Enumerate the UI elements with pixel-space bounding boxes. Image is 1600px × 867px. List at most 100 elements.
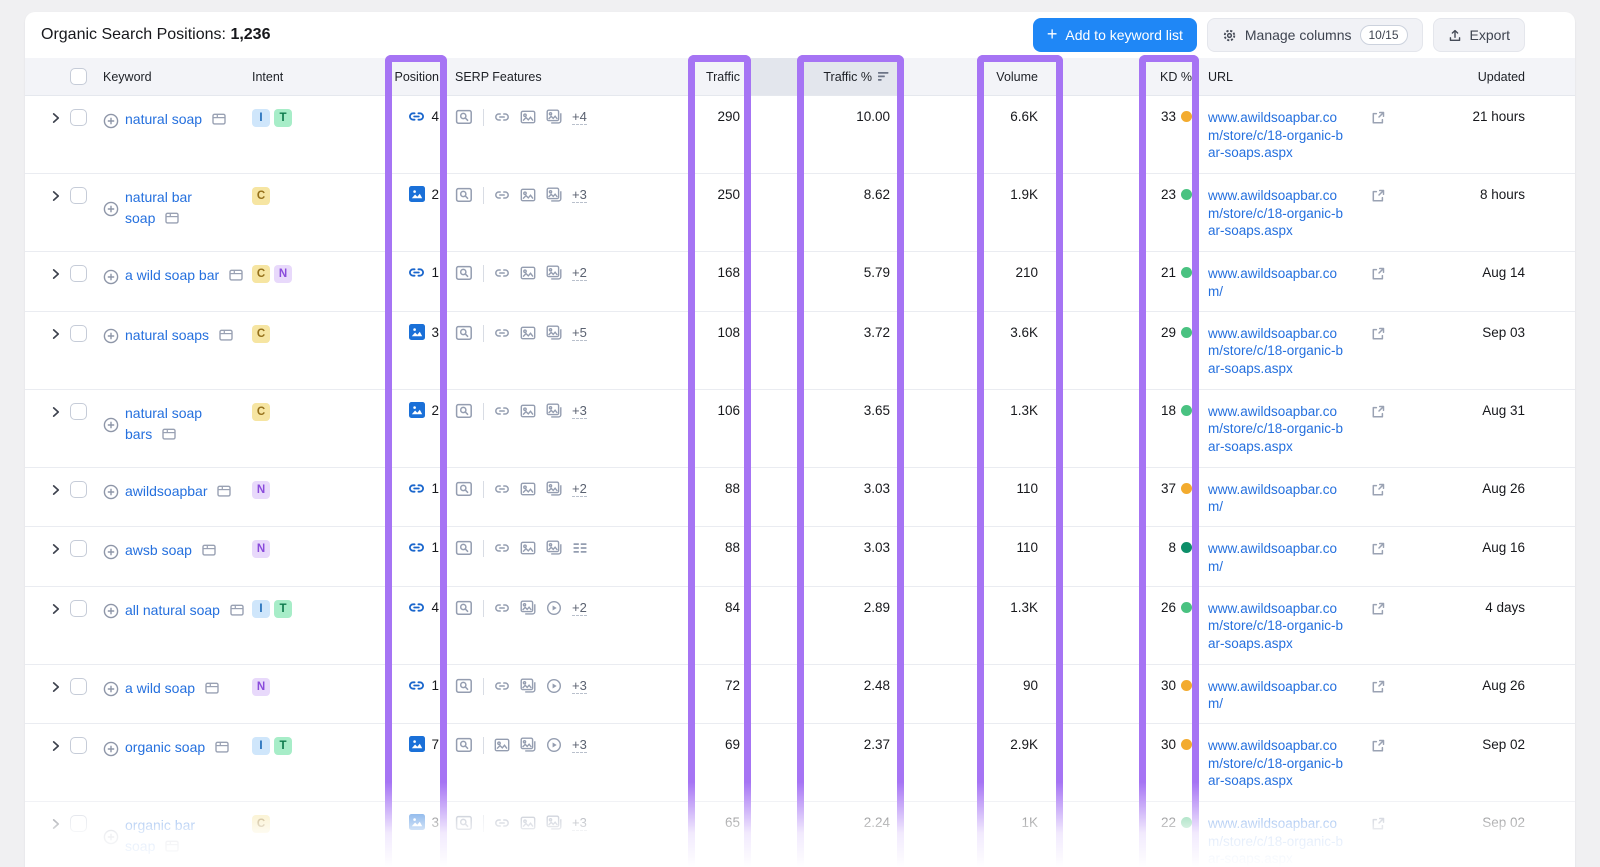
add-keyword-icon[interactable] <box>103 817 119 857</box>
header-keyword[interactable]: Keyword <box>103 69 152 84</box>
row-checkbox[interactable] <box>70 265 87 282</box>
serp-preview-icon[interactable] <box>455 678 473 694</box>
row-expand-chevron-icon[interactable] <box>50 543 61 555</box>
url-link[interactable]: www.awildsoapbar.co m/store/c/18-organic-… <box>1208 188 1344 238</box>
external-link-icon[interactable] <box>1371 327 1385 341</box>
header-serp-features[interactable]: SERP Features <box>455 69 542 84</box>
url-link[interactable]: www.awildsoapbar.co m/ <box>1208 266 1338 299</box>
keyword-line[interactable]: organic bar <box>125 817 196 833</box>
keyword-link[interactable]: natural soap bars <box>125 403 202 445</box>
row-expand-chevron-icon[interactable] <box>50 603 61 615</box>
row-checkbox[interactable] <box>70 109 87 126</box>
keyword-line[interactable]: natural soap <box>125 109 226 130</box>
row-expand-chevron-icon[interactable] <box>50 681 61 693</box>
url-link[interactable]: www.awildsoapbar.co m/ <box>1208 678 1338 712</box>
serp-preview-button[interactable] <box>455 109 473 130</box>
external-link-icon[interactable] <box>1371 111 1385 125</box>
keyword-line[interactable]: natural soaps <box>125 325 233 346</box>
row-expand-chevron-icon[interactable] <box>50 818 61 830</box>
manage-columns-button[interactable]: Manage columns 10/15 <box>1206 18 1423 52</box>
serp-preview-button[interactable] <box>455 815 473 836</box>
keyword-line[interactable]: a wild soap bar <box>125 265 243 286</box>
serp-preview-icon[interactable] <box>455 325 473 341</box>
keyword-line[interactable]: soap <box>125 836 195 857</box>
serp-more-features[interactable]: +2 <box>572 480 587 497</box>
row-expand-chevron-icon[interactable] <box>50 190 61 202</box>
row-checkbox[interactable] <box>70 187 87 204</box>
serp-more-features[interactable]: +3 <box>572 402 587 419</box>
serp-more-features[interactable]: +3 <box>572 815 587 831</box>
serp-preview-icon[interactable] <box>455 187 473 203</box>
external-link-icon[interactable] <box>1371 602 1385 616</box>
add-keyword-icon[interactable] <box>103 680 119 699</box>
serp-preview-button[interactable] <box>455 540 473 561</box>
add-keyword-icon[interactable] <box>103 111 119 130</box>
url-link[interactable]: www.awildsoapbar.co m/store/c/18-organic-… <box>1208 110 1344 160</box>
keyword-line[interactable]: awsb soap <box>125 540 216 561</box>
serp-preview-button[interactable] <box>455 265 473 286</box>
header-position[interactable]: Position <box>394 69 439 84</box>
url-link[interactable]: www.awildsoapbar.co m/store/c/18-organic-… <box>1208 738 1344 788</box>
header-updated[interactable]: Updated <box>1477 69 1525 84</box>
keyword-link[interactable]: natural soap <box>125 109 226 130</box>
row-expand-chevron-icon[interactable] <box>50 268 61 280</box>
serp-preview-icon[interactable] <box>455 403 473 419</box>
add-keyword-icon[interactable] <box>103 602 119 621</box>
serp-more-features[interactable]: +2 <box>572 599 587 616</box>
add-to-keyword-list-button[interactable]: + Add to keyword list <box>1032 18 1197 52</box>
serp-preview-icon[interactable] <box>455 737 473 753</box>
keyword-link[interactable]: a wild soap bar <box>125 265 243 286</box>
keyword-link[interactable]: awsb soap <box>125 540 216 561</box>
add-keyword-icon[interactable] <box>103 405 119 445</box>
serp-more-features[interactable]: +3 <box>572 737 587 753</box>
keyword-link[interactable]: a wild soap <box>125 678 219 699</box>
serp-preview-button[interactable] <box>455 600 473 621</box>
keyword-line[interactable]: bars <box>125 424 202 445</box>
external-link-icon[interactable] <box>1371 542 1385 556</box>
row-checkbox[interactable] <box>70 737 87 754</box>
serp-preview-icon[interactable] <box>455 481 473 497</box>
serp-preview-icon[interactable] <box>455 815 473 831</box>
add-keyword-icon[interactable] <box>103 542 119 561</box>
serp-preview-button[interactable] <box>455 187 473 208</box>
row-expand-chevron-icon[interactable] <box>50 328 61 340</box>
keyword-link[interactable]: awildsoapbar <box>125 481 232 502</box>
row-checkbox[interactable] <box>70 599 87 617</box>
external-link-icon[interactable] <box>1371 483 1385 497</box>
external-link-icon[interactable] <box>1371 680 1385 694</box>
add-keyword-icon[interactable] <box>103 739 119 758</box>
header-traffic[interactable]: Traffic <box>705 69 740 84</box>
serp-preview-button[interactable] <box>455 678 473 699</box>
keyword-line[interactable]: organic soap <box>125 737 229 758</box>
add-keyword-icon[interactable] <box>103 189 119 229</box>
serp-preview-icon[interactable] <box>455 540 473 556</box>
keyword-line[interactable]: soap <box>125 208 192 229</box>
url-link[interactable]: www.awildsoapbar.co m/store/c/18-organic-… <box>1208 816 1344 866</box>
url-link[interactable]: www.awildsoapbar.co m/store/c/18-organic-… <box>1208 325 1344 376</box>
keyword-line[interactable]: all natural soap <box>125 600 244 621</box>
header-url[interactable]: URL <box>1208 69 1234 84</box>
keyword-link[interactable]: organic bar soap <box>125 815 195 857</box>
row-expand-chevron-icon[interactable] <box>50 484 61 496</box>
sort-descending-icon[interactable] <box>877 71 890 82</box>
keyword-link[interactable]: organic soap <box>125 737 229 758</box>
keyword-line[interactable]: a wild soap <box>125 678 219 699</box>
row-expand-chevron-icon[interactable] <box>50 406 61 418</box>
serp-preview-icon[interactable] <box>455 600 473 616</box>
serp-preview-button[interactable] <box>455 403 473 424</box>
row-checkbox[interactable] <box>70 480 87 498</box>
keyword-line[interactable]: natural bar <box>125 189 192 205</box>
row-checkbox[interactable] <box>70 540 87 557</box>
serp-more-features[interactable]: +4 <box>572 109 587 125</box>
keyword-line[interactable]: awildsoapbar <box>125 481 232 502</box>
url-link[interactable]: www.awildsoapbar.co m/ <box>1208 481 1338 515</box>
serp-preview-icon[interactable] <box>455 265 473 281</box>
external-link-icon[interactable] <box>1371 817 1385 831</box>
header-kd[interactable]: KD % <box>1160 69 1192 84</box>
serp-more-features[interactable]: +3 <box>572 677 587 694</box>
add-keyword-icon[interactable] <box>103 267 119 286</box>
row-checkbox[interactable] <box>70 324 87 342</box>
header-traffic-pct[interactable]: Traffic % <box>797 58 904 95</box>
serp-preview-button[interactable] <box>455 481 473 502</box>
add-keyword-icon[interactable] <box>103 327 119 346</box>
